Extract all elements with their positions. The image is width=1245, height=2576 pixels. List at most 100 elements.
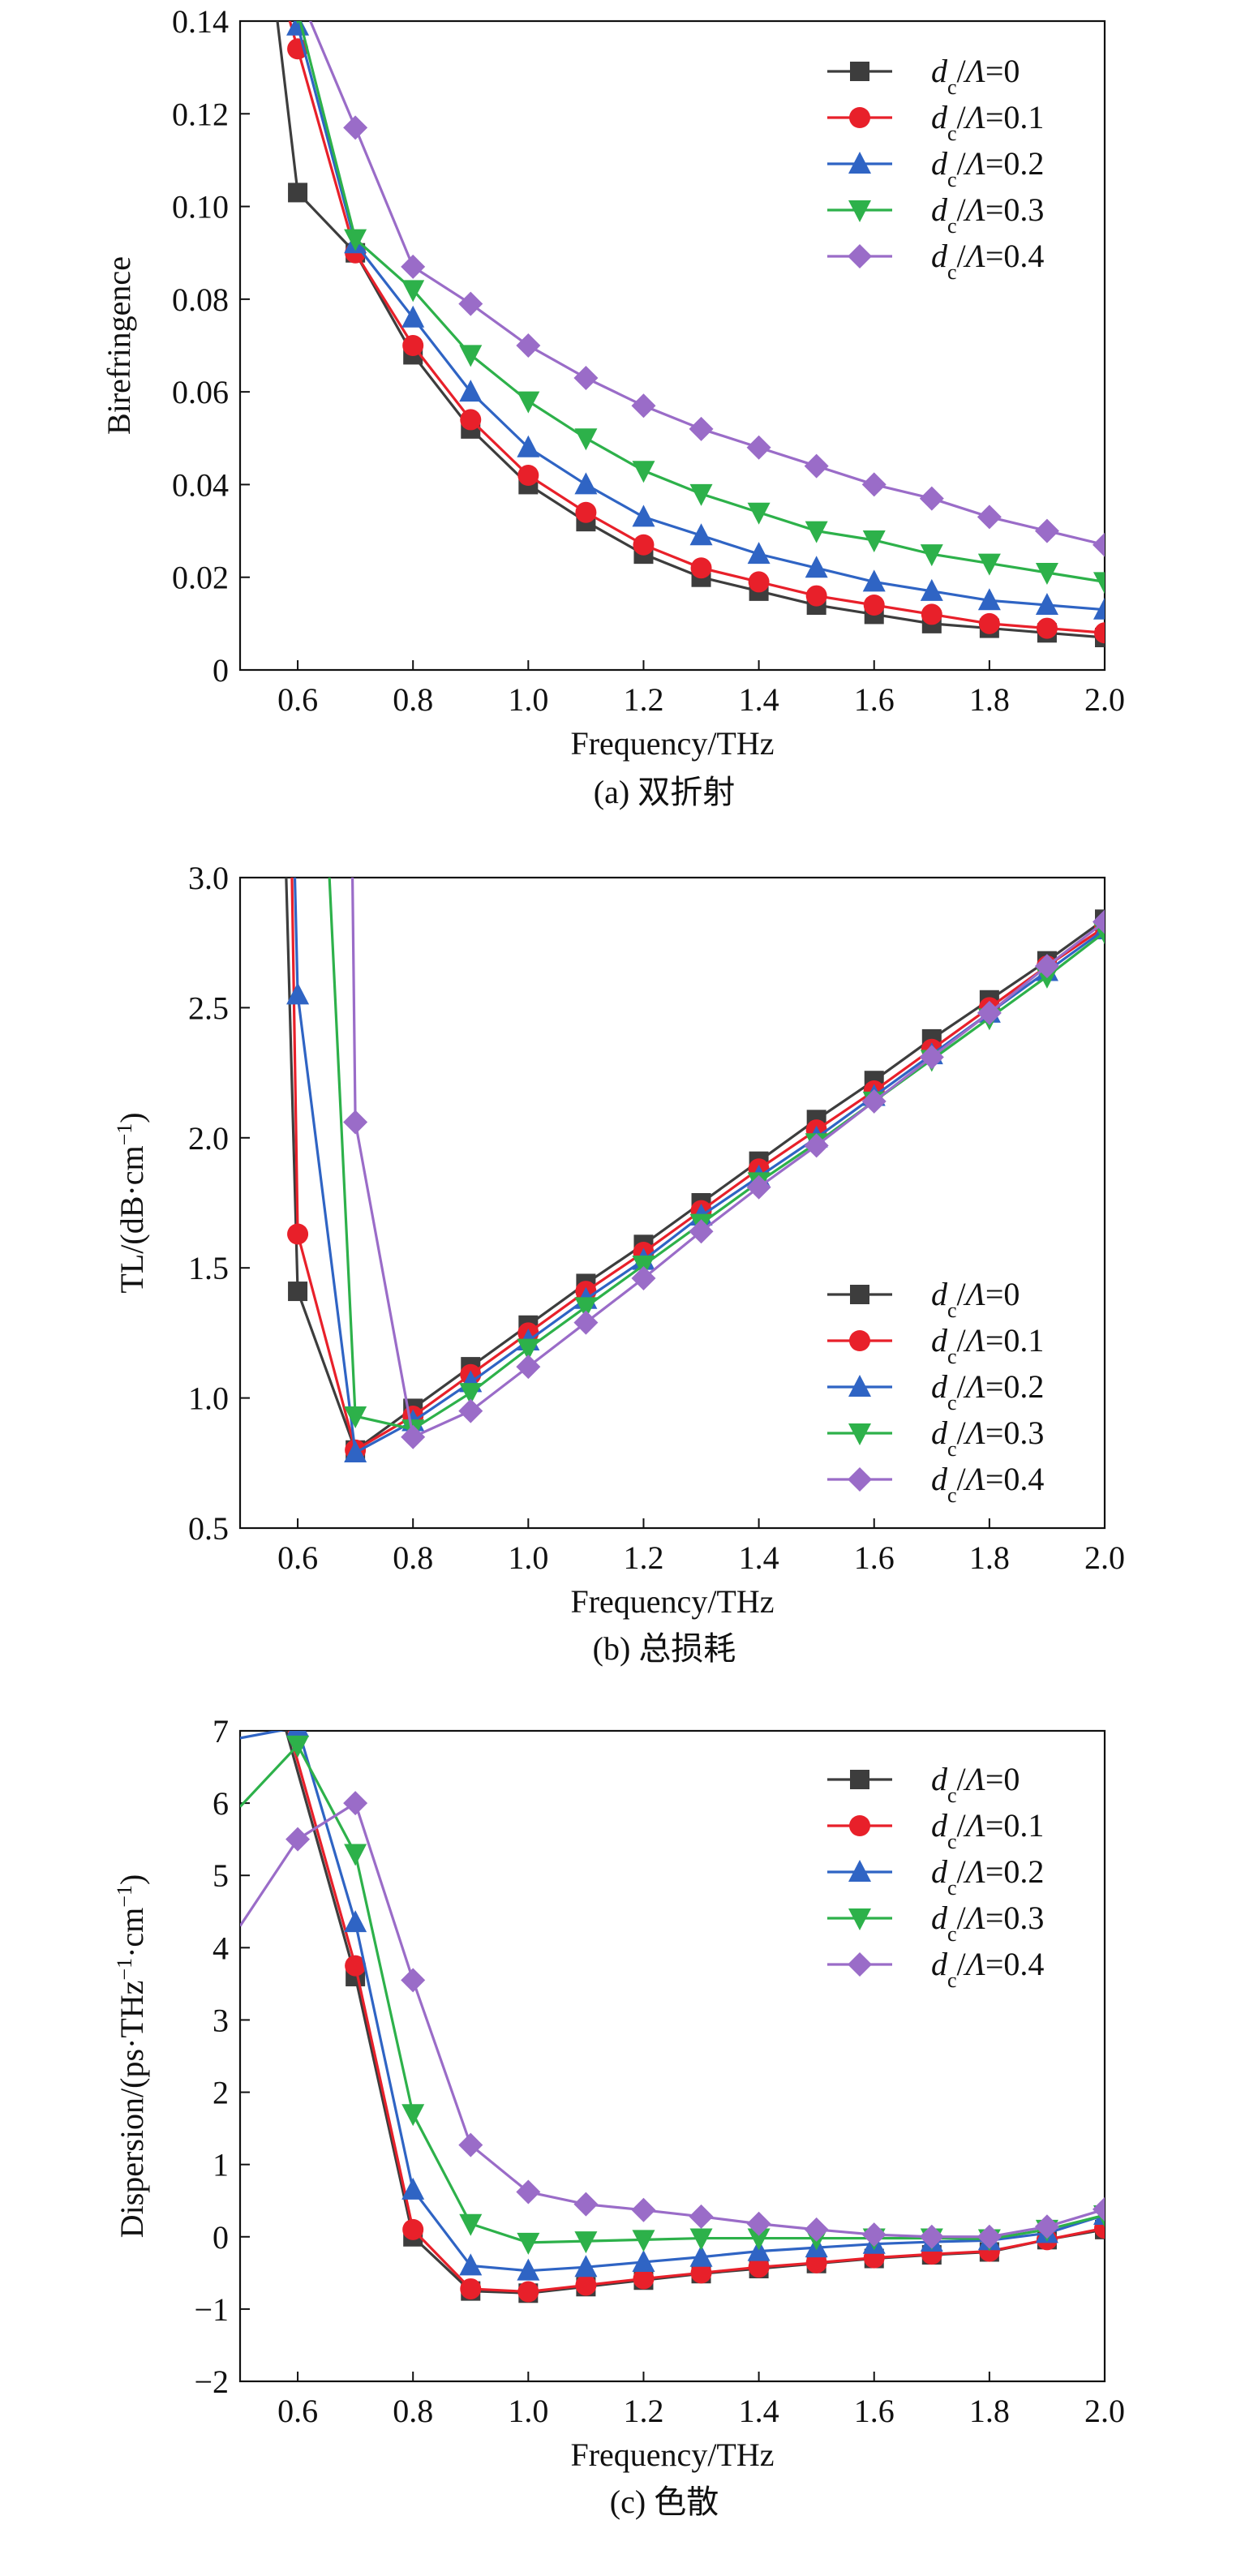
label-part: Dispersion/(ps·THz	[114, 1981, 150, 2239]
data-point	[286, 982, 310, 1005]
legend-label: dc/Λ=0	[931, 1276, 1020, 1322]
legend-d: d	[931, 1807, 948, 1844]
data-point	[632, 2230, 655, 2252]
legend: dc/Λ=0dc/Λ=0.1dc/Λ=0.2dc/Λ=0.3dc/Λ=0.4	[827, 1761, 1044, 1992]
legend-marker	[849, 107, 870, 128]
data-point	[458, 291, 483, 316]
legend-lambda: Λ	[963, 1461, 985, 1497]
data-point	[401, 254, 426, 279]
data-point	[689, 416, 714, 441]
data-point	[402, 335, 424, 356]
series-2	[240, 1731, 1105, 2281]
data-point	[978, 612, 1000, 634]
data-point	[1093, 2196, 1105, 2222]
series-line	[240, 1801, 1105, 2239]
legend-value: =0.3	[985, 1415, 1045, 1451]
x-tick-label: 2.0	[1084, 681, 1125, 718]
y-tick-label: 2	[213, 2075, 229, 2111]
legend-label: dc/Λ=0.3	[931, 1900, 1044, 1946]
data-point	[573, 366, 599, 390]
legend-d: d	[931, 1946, 948, 1982]
data-point	[631, 393, 656, 419]
legend-slash: /	[957, 1461, 967, 1497]
legend-marker	[850, 1285, 869, 1304]
data-point	[285, 1827, 311, 1852]
legend-sub: c	[947, 1299, 957, 1322]
legend-sub: c	[947, 1968, 957, 1992]
data-point	[747, 2228, 771, 2251]
data-point	[459, 2213, 483, 2236]
data-point	[574, 2231, 598, 2254]
data-point	[286, 1735, 310, 1758]
legend-label: dc/Λ=0.4	[931, 1461, 1044, 1507]
data-point	[1093, 597, 1105, 620]
series-line	[285, 878, 1105, 1453]
legend-slash: /	[957, 1807, 967, 1844]
data-point	[632, 504, 655, 527]
legend-marker	[848, 1952, 872, 1977]
data-point	[401, 1424, 426, 1449]
y-tick-label: −2	[194, 2363, 229, 2400]
legend-label: dc/Λ=0.2	[931, 1853, 1044, 1900]
legend-d: d	[931, 1761, 948, 1797]
series-line	[240, 1743, 1105, 2244]
data-point	[516, 333, 541, 358]
data-point	[862, 530, 886, 552]
x-tick-label: 0.6	[277, 681, 318, 718]
data-point	[344, 1406, 367, 1429]
series-line	[240, 1731, 1105, 2273]
legend-lambda: Λ	[963, 1322, 985, 1359]
legend-sub: c	[947, 122, 957, 145]
legend-value: =0.3	[985, 191, 1045, 228]
legend-sub: c	[947, 1483, 957, 1507]
data-point	[575, 501, 597, 523]
data-point	[401, 280, 425, 303]
y-tick-label: 0	[213, 652, 229, 689]
series-line	[288, 21, 1105, 634]
label-part: )	[114, 1112, 150, 1123]
legend-value: =0.4	[985, 1946, 1045, 1982]
data-point	[804, 453, 829, 479]
legend-sub: c	[947, 1437, 957, 1461]
legend-slash: /	[957, 1322, 967, 1359]
data-point	[517, 465, 539, 486]
data-point	[574, 2255, 598, 2278]
series-4	[343, 878, 1105, 1449]
plot-area	[240, 1731, 1105, 2303]
data-point	[459, 345, 483, 367]
legend-marker	[848, 1375, 871, 1397]
data-point	[344, 1910, 367, 1933]
series-1	[287, 1731, 1105, 2303]
data-point	[345, 1955, 367, 1977]
y-axis-label: Birefringence	[101, 256, 137, 435]
data-point	[1093, 532, 1105, 557]
legend-marker	[848, 1908, 871, 1930]
data-point	[805, 556, 828, 578]
y-tick-label: 0.06	[172, 374, 229, 410]
data-point	[1093, 572, 1105, 595]
data-point	[517, 391, 540, 414]
legend-lambda: Λ	[963, 145, 985, 182]
data-point	[748, 2256, 770, 2278]
legend-label: dc/Λ=0.1	[931, 1322, 1044, 1368]
y-tick-label: 1.0	[188, 1380, 229, 1417]
data-point	[977, 504, 1002, 530]
data-point	[632, 461, 655, 483]
data-point	[288, 182, 308, 203]
label-part: TL/(dB·cm	[114, 1145, 150, 1293]
legend-sub: c	[947, 214, 957, 238]
x-tick-label: 0.8	[393, 1539, 433, 1576]
data-point	[1093, 909, 1105, 934]
data-point	[861, 472, 887, 497]
legend-lambda: Λ	[963, 1853, 985, 1890]
data-point	[517, 1338, 540, 1361]
label-part: )	[114, 1874, 150, 1885]
data-point	[574, 428, 598, 451]
data-point	[516, 1355, 541, 1380]
data-point	[805, 585, 827, 607]
y-axis-label: TL/(dB·cm−1)	[113, 1112, 151, 1293]
legend-lambda: Λ	[963, 1761, 985, 1797]
legend-lambda: Λ	[963, 191, 985, 228]
data-point	[288, 1282, 308, 1302]
panel-caption: (b) 总损耗	[593, 1630, 736, 1667]
